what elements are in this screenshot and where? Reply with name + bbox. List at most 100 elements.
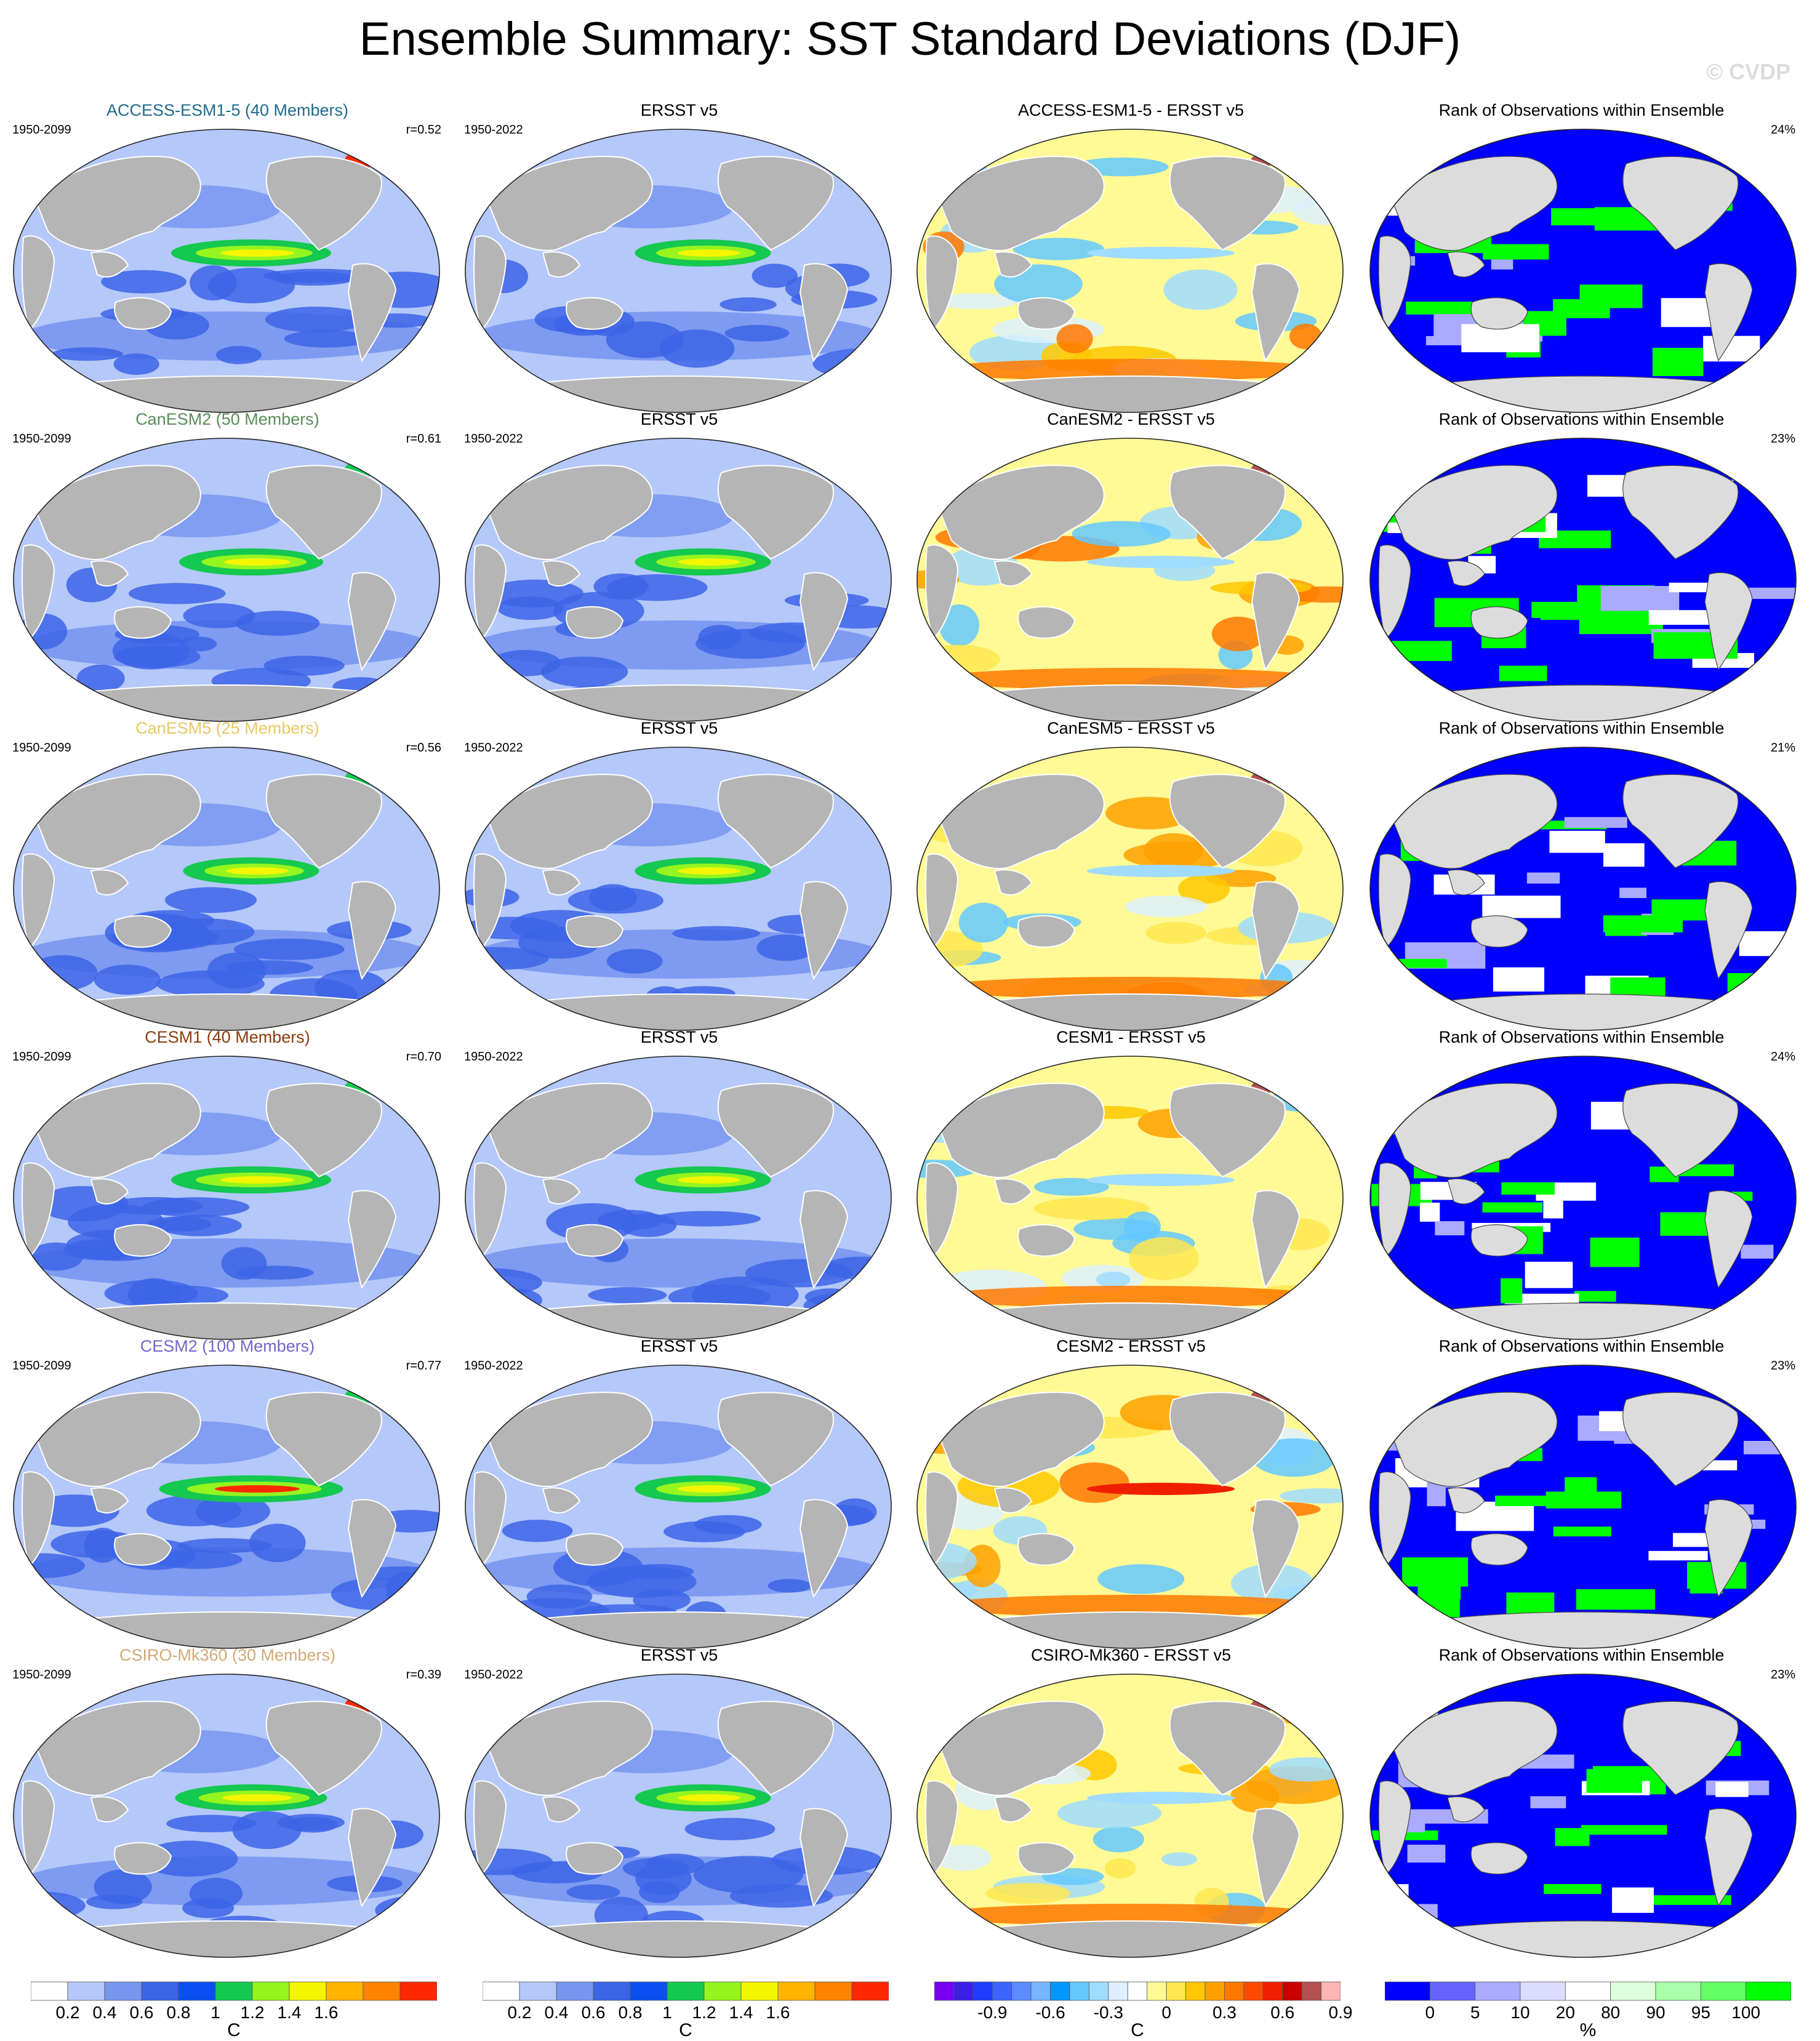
landmass (22, 235, 55, 331)
coastline (1392, 465, 1558, 560)
colorbar-swatch (1108, 1981, 1128, 2001)
negative-anomaly (1123, 1211, 1161, 1242)
panel-obs-row3: ERSST v5 1950-2022 (452, 719, 907, 1031)
landmass (1392, 1392, 1557, 1486)
colorbar-swatches (482, 1981, 889, 2001)
landmass (1471, 915, 1528, 947)
rank-block (1370, 958, 1447, 968)
colorbar-swatch (1321, 1981, 1341, 2001)
rank-block (1648, 1550, 1708, 1561)
southern-ocean-anomaly (933, 668, 1327, 690)
landmass (265, 156, 382, 251)
map-frame (465, 1056, 892, 1340)
positive-anomaly (1145, 921, 1206, 944)
landmass (1169, 465, 1286, 560)
variability-patch (653, 1211, 761, 1227)
landmass (516, 375, 841, 412)
rank-block (1495, 1495, 1576, 1506)
map-frame (13, 129, 440, 413)
model-map (13, 747, 440, 1031)
enso-tongue-peak (678, 558, 740, 566)
variability-patch (178, 636, 217, 652)
coastline (1470, 1842, 1528, 1875)
landmass (265, 1083, 382, 1178)
landmass (1622, 1701, 1738, 1795)
landmass (1392, 156, 1557, 251)
landmass (1017, 915, 1076, 948)
landmass (64, 993, 389, 1030)
panel-obs-row6: ERSST v5 1950-2022 (452, 1646, 907, 1958)
rank-block (1540, 611, 1593, 620)
landmass (938, 774, 1105, 869)
colorbar-swatch (556, 1981, 594, 2001)
map-frame (465, 1365, 892, 1649)
map-frame (916, 1674, 1344, 1958)
panel-diff-row5: CESM2 - ERSST v5 (904, 1337, 1358, 1649)
variability-patch (566, 1884, 620, 1900)
variability-patch (94, 964, 161, 995)
landmass (1251, 1808, 1301, 1907)
landmass (825, 768, 854, 792)
colorbar-tick-label: 1 (210, 2003, 220, 2022)
rank-title: Rank of Observations within Ensemble (1438, 719, 1725, 737)
panel-rank-row3: Rank of Observations within Ensemble 21% (1354, 719, 1809, 1031)
map-frame (13, 1674, 440, 1958)
landmass (938, 1392, 1105, 1487)
map-frame (465, 747, 892, 1031)
colorbar-swatch (1050, 1981, 1070, 2001)
landmass (1622, 1083, 1738, 1177)
colorbar-tick-label: 20 (1555, 2003, 1575, 2022)
landmass (1731, 460, 1758, 483)
period-label: 1950-2022 (464, 741, 523, 755)
enso-tongue-peak (678, 249, 740, 257)
landmass (90, 560, 129, 587)
period-label: 1950-2099 (12, 1050, 71, 1064)
pattern-correlation: r=0.52 (406, 123, 441, 137)
variability-patch (635, 1863, 692, 1895)
rank-title: Rank of Observations within Ensemble (1438, 1028, 1725, 1046)
landmass (22, 1162, 55, 1258)
colorbar-swatch (1185, 1981, 1206, 2001)
colorbar-tick-label: 1 (662, 2003, 672, 2022)
landmass (1448, 1488, 1485, 1514)
map-frame (1369, 1365, 1797, 1649)
landmass (473, 853, 507, 949)
colorbar-tick-label: 1.2 (692, 2003, 716, 2022)
negative-anomaly (1097, 1564, 1185, 1594)
landmass (938, 1083, 1105, 1178)
landmass (34, 465, 201, 560)
landmass (1448, 1797, 1485, 1822)
landmass (114, 1224, 172, 1257)
landmass (566, 606, 624, 639)
enso-tongue-peak (222, 1794, 292, 1802)
landmass (64, 1302, 389, 1339)
difference-title: CanESM5 - ERSST v5 (1047, 719, 1215, 737)
period-label: 1950-2099 (12, 1668, 71, 1682)
coastline (1447, 251, 1485, 278)
map-frame (1369, 438, 1797, 722)
landmass (1379, 545, 1411, 639)
rank-block (1553, 1526, 1611, 1537)
landmass (1392, 1701, 1557, 1795)
variability-patch (526, 1584, 593, 1609)
variability-patch (114, 645, 201, 668)
rank-percent: 23% (1770, 1668, 1795, 1682)
landmass (486, 465, 653, 560)
enso-tongue-peak (220, 1176, 294, 1184)
period-label: 1950-2099 (12, 432, 71, 446)
colorbar-tick-label: 0.2 (507, 2003, 532, 2022)
colorbar-swatch (934, 1981, 954, 2001)
landmass (542, 1178, 581, 1205)
variability-patch (157, 1214, 243, 1237)
landmass (64, 1611, 389, 1648)
panel-rank-row4: Rank of Observations within Ensemble 24% (1354, 1028, 1809, 1340)
colorbar-tick-label: 90 (1646, 2003, 1666, 2022)
coastline (1378, 1162, 1411, 1258)
variability-patch (331, 1578, 421, 1610)
landmass (717, 156, 834, 251)
landmass (1705, 1499, 1752, 1597)
variability-patch (113, 353, 159, 375)
negative-anomaly (935, 1845, 992, 1871)
colorbar-swatch (104, 1981, 142, 2001)
obs-title: ERSST v5 (640, 1337, 718, 1355)
